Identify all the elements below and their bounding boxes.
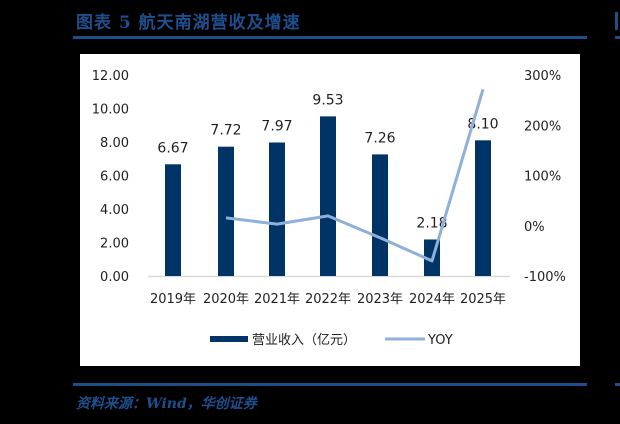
left-axis: 12.00 10.00 8.00 6.00 4.00 2.00 0.00 <box>92 69 129 285</box>
bar-value-label: 9.53 <box>312 92 343 108</box>
source-rule-right-fragment <box>615 383 620 386</box>
x-axis-tick: 2025年 <box>460 292 506 307</box>
right-axis-tick: -100% <box>524 270 566 285</box>
source-rule <box>73 383 587 386</box>
right-axis-tick: 300% <box>524 69 561 84</box>
bar-value-label: 7.97 <box>261 119 292 135</box>
legend-bar-swatch <box>210 336 248 342</box>
left-axis-tick: 4.00 <box>100 203 129 218</box>
left-axis-tick: 10.00 <box>92 103 129 118</box>
left-axis-tick: 2.00 <box>100 237 129 252</box>
bar-2021年 <box>269 142 285 276</box>
adjacent-figure-edge <box>615 12 618 30</box>
x-axis-tick: 2022年 <box>305 292 351 307</box>
title-rule-right-fragment <box>615 36 620 39</box>
bar-value-label: 7.26 <box>364 130 395 146</box>
bar-value-label: 2.18 <box>416 215 447 231</box>
x-axis-tick: 2020年 <box>203 292 249 307</box>
bar-2020年 <box>218 146 234 276</box>
x-axis-tick: 2021年 <box>254 292 300 307</box>
bar-2023年 <box>372 154 388 276</box>
bar-value-label: 7.72 <box>210 123 241 139</box>
right-axis-tick: 100% <box>524 170 561 185</box>
left-axis-tick: 12.00 <box>92 69 129 84</box>
bar-2025年 <box>475 140 491 276</box>
x-axis-labels: 2019年 2020年 2021年 2022年 2023年 2024年 2025年 <box>150 292 506 307</box>
x-axis-tick: 2024年 <box>409 292 455 307</box>
bar-2022年 <box>320 116 336 276</box>
left-axis-tick: 6.00 <box>100 170 129 185</box>
right-axis: 300% 200% 100% 0% -100% <box>524 69 566 285</box>
legend-revenue-label: 营业收入（亿元） <box>252 333 356 348</box>
bar-data-labels: 6.677.72 7.979.537.262.188.10 <box>157 92 498 231</box>
bar-value-label: 6.67 <box>157 140 188 156</box>
legend: 营业收入（亿元） YOY <box>210 333 453 348</box>
left-axis-tick: 8.00 <box>100 136 129 151</box>
source-note: 资料来源：Wind，华创证券 <box>76 396 257 412</box>
figure-title: 图表 5 航天南湖营收及增速 <box>76 13 301 33</box>
legend-yoy-label: YOY <box>427 333 453 348</box>
x-axis-tick: 2023年 <box>357 292 403 307</box>
right-axis-tick: 0% <box>524 220 545 235</box>
bar-2019年 <box>165 164 181 276</box>
yoy-line <box>225 88 485 263</box>
bar-series <box>165 116 491 276</box>
right-axis-tick: 200% <box>524 119 561 134</box>
left-axis-tick: 0.00 <box>100 270 129 285</box>
title-rule <box>73 36 587 39</box>
x-axis-tick: 2019年 <box>150 292 196 307</box>
